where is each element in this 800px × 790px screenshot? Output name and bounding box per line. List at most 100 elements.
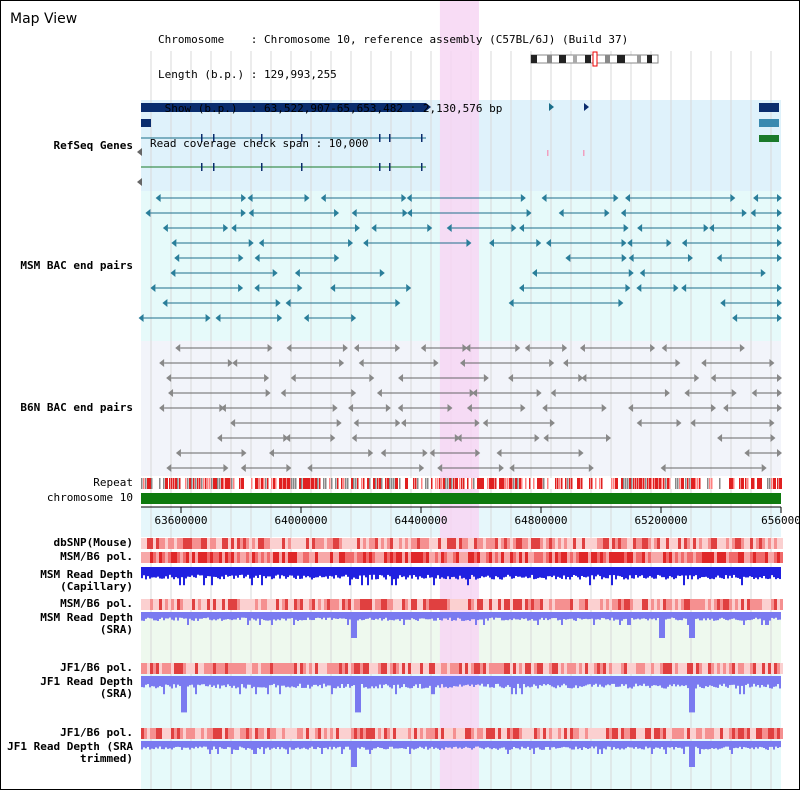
jf1-sra-depth-bar xyxy=(513,676,515,689)
msm-b6-pol-cell xyxy=(666,552,669,563)
track-label-msm-b6-pol[interactable]: MSM/B6 pol. xyxy=(60,550,133,563)
dbsnp-cell xyxy=(585,538,588,549)
msm-sra-depth-bar xyxy=(547,612,549,621)
msm-capillary-depth-bar xyxy=(191,567,193,576)
jf1-b6-pol-cell xyxy=(219,663,222,674)
bac-end-arrow xyxy=(320,194,326,202)
track-label-msm-depth-capillary[interactable]: MSM Read Depth (Capillary) xyxy=(40,568,133,593)
jf1-sra-depth-bar xyxy=(405,676,407,688)
jf1-sra-depth-bar xyxy=(563,676,565,684)
track-label-jf1-b6-pol-2[interactable]: JF1/B6 pol. xyxy=(60,726,133,739)
msm-sra-depth-bar xyxy=(187,612,189,625)
bac-end-arrow xyxy=(777,254,782,262)
msm-capillary-depth-bar xyxy=(643,567,645,578)
msm-sra-depth-bar xyxy=(759,612,761,619)
jf1-sra-depth-bar xyxy=(447,676,449,689)
msm-sra-depth-bar xyxy=(377,612,379,620)
track-label-dbsnp[interactable]: dbSNP(Mouse) xyxy=(53,536,133,549)
msm-sra-depth-bar xyxy=(577,612,579,619)
msm-b6-pol-cell xyxy=(735,552,738,563)
bac-end-arrow xyxy=(241,194,247,202)
msm-sra-depth-bar xyxy=(779,612,781,620)
repeat-element xyxy=(351,478,354,489)
msm-sra-depth-bar xyxy=(173,612,175,621)
repeat-element xyxy=(595,478,597,489)
jf1-b6-pol-cell xyxy=(423,663,426,674)
repeat-element xyxy=(435,478,437,489)
msm-b6-pol-cell xyxy=(381,552,384,563)
track-label-b6n-bac[interactable]: B6N BAC end pairs xyxy=(20,401,133,414)
jf1-trimmed-depth-bar xyxy=(697,741,699,749)
repeat-element xyxy=(317,478,319,489)
msm-b6-pol-cell xyxy=(288,552,291,563)
jf1-trimmed-depth-bar xyxy=(219,741,221,748)
repeat-element xyxy=(659,478,662,489)
dbsnp-cell xyxy=(558,538,561,549)
jf1-b6-pol-cell xyxy=(738,728,741,739)
track-label-msm-bac[interactable]: MSM BAC end pairs xyxy=(20,259,133,272)
msm-b6-pol-cell xyxy=(573,552,576,563)
track-label-refseq-genes[interactable]: RefSeq Genes xyxy=(53,139,133,152)
jf1-trimmed-depth-bar xyxy=(253,741,255,754)
track-label-jf1-b6-pol[interactable]: JF1/B6 pol. xyxy=(60,661,133,674)
msm-sra-depth-bar xyxy=(277,612,279,620)
dbsnp-cell xyxy=(198,538,201,549)
jf1-trimmed-depth-bar xyxy=(261,741,263,748)
msm-b6-sra-pol-cell xyxy=(159,599,162,610)
jf1-b6-pol-cell xyxy=(537,728,540,739)
msm-capillary-depth-bar xyxy=(523,567,525,578)
jf1-sra-depth-bar xyxy=(141,676,143,688)
bac-end-arrow xyxy=(348,239,354,247)
msm-b6-sra-pol-cell xyxy=(222,599,225,610)
msm-b6-sra-pol-cell xyxy=(363,599,366,610)
jf1-sra-depth-bar xyxy=(247,676,249,685)
jf1-trimmed-depth-bar xyxy=(457,741,459,749)
msm-b6-sra-pol-cell xyxy=(720,599,723,610)
msm-capillary-depth-bar xyxy=(629,567,631,576)
jf1-b6-pol-cell xyxy=(297,728,300,739)
repeat-element xyxy=(373,478,376,489)
jf1-b6-pol-cell xyxy=(612,728,615,739)
jf1-sra-depth-bar xyxy=(749,676,751,688)
msm-capillary-depth-bar xyxy=(323,567,325,578)
jf1-trimmed-depth-bar xyxy=(367,741,369,750)
jf1-b6-pol-cell xyxy=(153,728,156,739)
msm-capillary-depth-bar xyxy=(189,567,191,577)
bac-end-arrow xyxy=(159,359,165,367)
repeat-element xyxy=(189,478,192,489)
jf1-sra-depth-bar xyxy=(451,676,453,688)
msm-sra-depth-bar xyxy=(233,612,235,620)
jf1-b6-pol-cell xyxy=(621,728,624,739)
repeat-element xyxy=(769,478,771,489)
msm-b6-sra-pol-cell xyxy=(696,599,699,610)
jf1-sra-depth-bar xyxy=(437,676,439,686)
msm-b6-pol-cell xyxy=(561,552,564,563)
bac-end-arrow xyxy=(777,374,782,382)
msm-sra-depth-bar xyxy=(211,612,213,621)
bac-end-arrow xyxy=(402,209,408,217)
track-label-msm-b6-pol-sra[interactable]: MSM/B6 pol. xyxy=(60,597,133,610)
msm-sra-depth-bar xyxy=(643,612,645,619)
jf1-b6-pol-cell xyxy=(390,663,393,674)
jf1-b6-pol-cell xyxy=(501,728,504,739)
bac-end-arrow xyxy=(422,449,428,457)
msm-sra-depth-bar xyxy=(603,612,605,619)
repeat-element xyxy=(197,478,199,489)
jf1-sra-depth-bar xyxy=(411,676,413,689)
msm-b6-pol-cell xyxy=(525,552,528,563)
msm-b6-pol-cell xyxy=(684,552,687,563)
track-label-jf1-depth-sra[interactable]: JF1 Read Depth (SRA) xyxy=(40,675,133,700)
track-label-jf1-depth-trimmed[interactable]: JF1 Read Depth (SRA trimmed) xyxy=(7,740,133,765)
exon xyxy=(201,163,203,171)
repeat-element xyxy=(675,478,677,489)
msm-sra-depth-bar xyxy=(149,612,151,619)
msm-sra-depth-bar xyxy=(197,612,199,621)
dbsnp-cell xyxy=(693,538,696,549)
msm-b6-sra-pol-cell xyxy=(330,599,333,610)
msm-sra-depth-bar xyxy=(235,612,237,620)
msm-b6-sra-pol-cell xyxy=(216,599,219,610)
track-label-msm-depth-sra[interactable]: MSM Read Depth (SRA) xyxy=(40,611,133,636)
msm-sra-depth-bar xyxy=(725,612,727,620)
jf1-b6-pol-cell xyxy=(378,728,381,739)
